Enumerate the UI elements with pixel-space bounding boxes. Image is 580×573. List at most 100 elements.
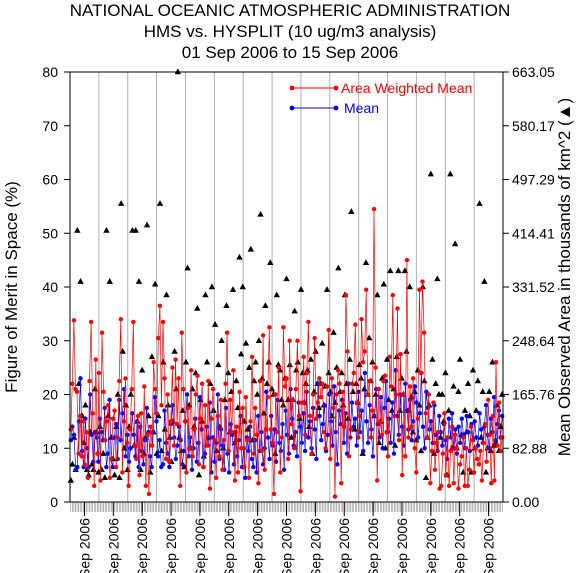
data-point <box>290 397 295 403</box>
data-point <box>409 437 414 443</box>
y-tick-label: 0 <box>50 494 58 510</box>
area-triangle-marker <box>357 374 365 381</box>
data-point <box>321 429 327 435</box>
data-point <box>312 427 317 432</box>
data-point <box>242 464 247 470</box>
data-point <box>115 435 120 440</box>
data-point <box>403 454 408 459</box>
area-triangle-marker <box>75 380 83 386</box>
data-point <box>260 462 266 467</box>
area-triangle-marker <box>101 474 109 481</box>
area-triangle-marker <box>67 476 75 483</box>
data-point <box>99 429 104 435</box>
area-triangle-marker <box>442 369 449 376</box>
area-triangle-marker <box>338 369 345 376</box>
area-triangle-marker <box>422 474 430 481</box>
data-point <box>407 397 413 403</box>
data-point <box>362 349 367 354</box>
x-tick-label: Sep 2006 <box>250 518 266 573</box>
data-point <box>181 386 186 392</box>
data-point <box>245 437 250 443</box>
area-triangle-marker <box>218 337 225 343</box>
data-point <box>319 437 324 443</box>
data-point <box>340 397 345 403</box>
data-point <box>475 456 480 462</box>
data-point <box>110 464 116 470</box>
data-point <box>487 432 492 438</box>
data-point <box>284 376 289 381</box>
x-tick-label: Sep 2006 <box>307 518 323 573</box>
data-point <box>210 386 216 392</box>
data-point <box>120 411 125 416</box>
area-triangle-marker <box>117 200 125 206</box>
data-point <box>309 451 314 456</box>
data-point <box>149 464 154 470</box>
area-triangle-marker <box>421 377 428 384</box>
data-point <box>256 480 261 486</box>
data-point <box>195 373 200 378</box>
data-point <box>426 392 431 397</box>
data-point <box>274 429 280 435</box>
area-triangle-marker <box>406 283 413 290</box>
area-triangle-marker <box>181 463 188 470</box>
data-point <box>135 413 141 419</box>
data-point <box>107 397 112 403</box>
data-point <box>493 360 499 365</box>
area-triangle-marker <box>82 401 89 408</box>
y-tick-label: 30 <box>42 333 58 349</box>
data-point <box>446 483 452 489</box>
data-point <box>376 386 381 392</box>
data-point <box>378 419 383 424</box>
data-point <box>246 475 252 481</box>
data-point <box>414 470 419 475</box>
data-point <box>253 405 258 411</box>
area-triangle-marker <box>255 337 263 343</box>
data-point <box>349 400 355 405</box>
data-point <box>254 432 259 438</box>
data-point <box>102 437 108 443</box>
area-triangle-marker <box>119 347 126 354</box>
area-triangle-marker <box>284 396 292 403</box>
data-point <box>267 456 272 462</box>
area-triangle-marker <box>362 259 370 266</box>
data-point <box>374 478 380 483</box>
data-point <box>287 338 292 343</box>
data-point <box>329 376 335 381</box>
area-triangle-marker <box>451 240 459 247</box>
data-point <box>90 411 95 416</box>
data-point <box>349 381 355 386</box>
data-point <box>296 413 302 419</box>
area-triangle-marker <box>366 334 373 341</box>
area-triangle-marker <box>252 358 259 365</box>
area-triangle-marker <box>312 347 319 354</box>
data-point <box>315 400 320 405</box>
data-point <box>421 330 427 335</box>
y2-tick-label: 663.05 <box>512 64 555 80</box>
data-point <box>499 413 505 419</box>
area-triangle-marker <box>438 390 446 397</box>
data-point <box>338 421 343 427</box>
data-point <box>373 365 378 370</box>
area-triangle-marker <box>242 339 250 346</box>
data-point <box>332 494 338 499</box>
data-point <box>435 429 441 435</box>
data-point <box>178 483 183 489</box>
data-point <box>412 384 418 389</box>
data-point <box>478 427 484 432</box>
data-point <box>314 456 319 462</box>
data-point <box>134 419 140 424</box>
data-point <box>299 440 305 446</box>
data-point <box>353 322 358 327</box>
data-point <box>160 319 166 325</box>
area-triangle-marker <box>395 267 402 274</box>
y2-tick-label: 0.00 <box>512 494 539 510</box>
data-point <box>368 435 374 440</box>
data-point <box>106 403 111 408</box>
data-point <box>364 419 369 424</box>
area-triangle-marker <box>143 221 151 228</box>
area-triangle-marker <box>163 291 170 298</box>
chart-title-block: NATIONAL OCEANIC ATMOSPHERIC ADMINISTRAT… <box>0 0 580 63</box>
data-point <box>328 456 333 462</box>
y-tick-label: 50 <box>42 225 58 241</box>
data-point <box>359 408 364 413</box>
